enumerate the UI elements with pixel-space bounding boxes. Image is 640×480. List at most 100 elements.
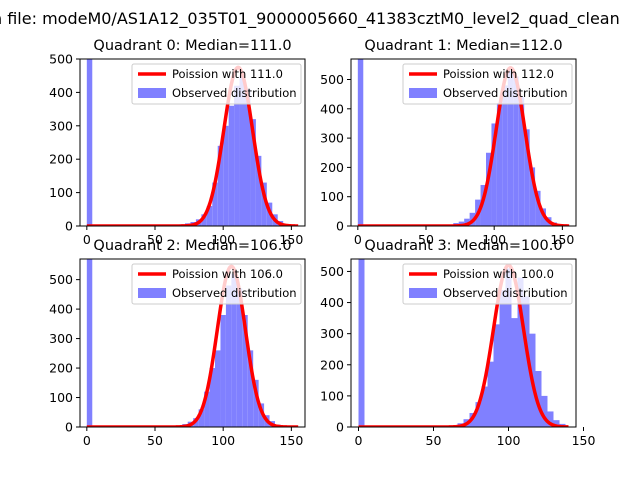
x-tick-label: 0 [83,433,91,448]
legend-patch-swatch [409,288,437,298]
histogram-bar [255,155,262,226]
legend-line-label: Poission with 100.0 [443,267,554,281]
histogram-bar [524,129,530,226]
x-tick-label: 0 [83,232,91,247]
x-tick-label: 50 [418,232,434,247]
y-tick-label: 300 [49,331,73,346]
histogram-bar [505,268,512,427]
legend-box [402,263,573,305]
x-tick-label: 100 [497,433,521,448]
y-tick-label: 200 [320,357,344,372]
x-tick-label: 0 [355,433,363,448]
y-tick-label: 500 [49,52,73,67]
x-tick-label: 100 [211,433,235,448]
y-tick-label: 0 [65,420,73,435]
legend-patch-label: Observed distribution [172,86,297,100]
zero-bin-bar [86,259,93,427]
histogram-bar [204,391,210,427]
subplot-title: Quadrant 3: Median=100.0 [364,238,562,254]
histogram-bar [247,350,254,427]
legend-line-label: Poission with 106.0 [172,267,283,281]
legend: Poission with 112.0 Observed distribution [402,63,573,105]
histogram-bar [242,315,248,427]
legend-line-label: Poission with 111.0 [172,67,283,81]
x-tick-label: 0 [354,232,362,247]
legend: Poission with 106.0 Observed distribution [131,263,302,305]
legend-box [131,263,302,305]
legend-patch-swatch [409,88,437,98]
y-tick-label: 0 [336,420,344,435]
poisson-curve [357,263,570,427]
histogram-bar [553,420,560,427]
x-tick-label: 50 [147,232,163,247]
histogram-bar [261,182,267,226]
histogram-bar [517,277,524,427]
zero-bin-bar [358,259,365,427]
y-tick-label: 400 [49,85,73,100]
subplot-quadrant-0: 0 50 100 150 0 100 200 300 400 500 Quadrant 0: Med… [49,38,306,247]
histogram-bar [507,70,514,226]
plot-area [357,259,570,427]
legend-patch-label: Observed distribution [443,286,568,300]
legend-patch-swatch [138,288,166,298]
y-tick-label: 500 [320,264,344,279]
y-tick-label: 400 [320,295,344,310]
histogram-bar [209,368,215,427]
histogram-bar [253,379,259,427]
histogram-bar [206,205,213,226]
y-tick-label: 100 [320,388,344,403]
legend-patch-label: Observed distribution [443,86,568,100]
plot-area [85,59,300,226]
y-tick-label: 100 [49,185,73,200]
y-tick-label: 0 [65,219,73,234]
plot-area [85,259,300,427]
subplot-title: Quadrant 0: Median=111.0 [93,38,291,54]
axes-frame [79,258,306,428]
x-tick-label: 100 [482,232,506,247]
x-tick-label: 150 [550,232,574,247]
histogram-bar [258,403,265,427]
histogram-bar [535,371,542,427]
plot-area [356,59,571,226]
y-tick-label: 300 [320,326,344,341]
histogram-bar [529,167,536,226]
histogram-bar [464,218,470,226]
axes-frame [350,258,577,428]
legend-box [131,63,302,105]
x-tick-label: 150 [572,433,596,448]
histogram-bar [231,273,237,427]
y-tick-label: 300 [49,118,73,133]
histogram-bar [513,76,519,226]
legend: Poission with 111.0 Observed distribution [131,63,302,105]
histogram-bar [223,125,229,226]
histogram-bar [493,324,500,427]
histogram-bar [499,290,506,427]
y-tick-label: 0 [336,219,344,234]
histogram-bar [541,395,548,427]
y-tick-label: 500 [49,272,73,287]
histogram-bar [511,318,518,427]
histogram-bar [481,386,488,427]
histogram-bar [236,288,243,427]
x-tick-label: 50 [147,433,163,448]
y-tick-label: 200 [320,160,344,175]
axes-frame [350,58,577,227]
poisson-curve [85,65,300,226]
histogram-bar [502,85,508,226]
figure-suptitle: n file: modeM0/AS1A12_035T01_9000005660_… [0,9,620,29]
legend-box [402,63,573,105]
x-tick-label: 50 [426,433,442,448]
histogram-bar [487,361,494,427]
legend-patch-swatch [138,88,166,98]
x-tick-label: 100 [211,232,235,247]
poisson-curve [356,66,571,226]
histogram-bar [535,190,541,226]
axes-frame [79,58,306,227]
legend-line-label: Poission with 112.0 [443,67,554,81]
y-tick-label: 300 [320,131,344,146]
x-tick-label: 150 [279,232,303,247]
histogram-bar [201,214,207,226]
subplot-quadrant-2: 0 50 100 150 0 100 200 300 400 500 Quadrant 2: Med… [49,238,306,448]
